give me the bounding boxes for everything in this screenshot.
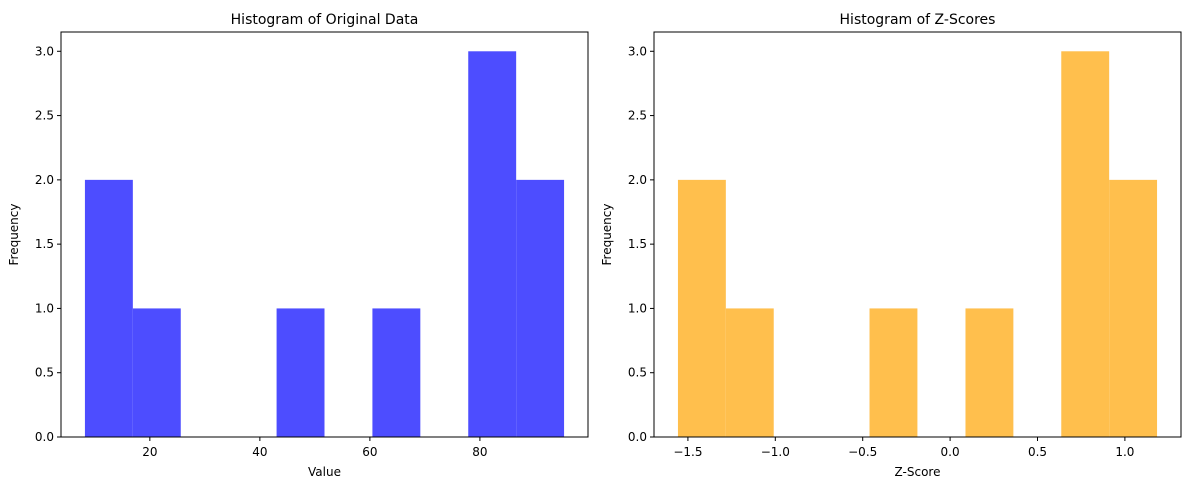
y-tick-label: 2.0 xyxy=(628,173,647,187)
x-tick-label: 1.0 xyxy=(1115,445,1134,459)
y-tick-label: 0.0 xyxy=(35,430,54,444)
subplot-1: 20 40 60 80 0.0 0.5 1.0 1.5 2.0 2.5 3.0 Histogram o… xyxy=(7,12,589,479)
x-tick-label: 80 xyxy=(472,445,487,459)
histogram-bar xyxy=(276,308,325,437)
y-tick-label: 0.0 xyxy=(628,430,647,444)
histogram-bar xyxy=(132,308,181,437)
axes-frame xyxy=(60,31,589,438)
histogram-bar xyxy=(84,179,133,437)
x-tick-label: 20 xyxy=(142,445,157,459)
histogram-bar xyxy=(372,308,421,437)
x-tick-label: 0.0 xyxy=(941,445,960,459)
x-axis-label: Value xyxy=(308,465,341,479)
histogram-bar xyxy=(1109,179,1158,437)
y-tick-label: 1.0 xyxy=(35,301,54,315)
histogram-bar xyxy=(1061,51,1110,438)
y-tick-label: 1.5 xyxy=(35,237,54,251)
y-tick-label: 0.5 xyxy=(35,366,54,380)
y-tick-label: 1.0 xyxy=(628,301,647,315)
chart-title: Histogram of Original Data xyxy=(231,12,419,28)
axes-frame xyxy=(653,31,1182,438)
histogram-bar xyxy=(516,179,565,437)
y-tick-label: 2.5 xyxy=(35,109,54,123)
y-axis-label: Frequency xyxy=(600,204,614,266)
y-tick-label: 0.5 xyxy=(628,366,647,380)
x-tick-label: 60 xyxy=(362,445,377,459)
histogram-bar xyxy=(965,308,1014,437)
y-tick-label: 2.0 xyxy=(35,173,54,187)
histogram-bar xyxy=(869,308,918,437)
x-tick-label: 0.5 xyxy=(1028,445,1047,459)
x-tick-label: 40 xyxy=(252,445,267,459)
chart-title: Histogram of Z-Scores xyxy=(840,12,996,28)
x-tick-label: −1.5 xyxy=(673,445,702,459)
x-tick-label: −1.0 xyxy=(761,445,790,459)
y-tick-label: 2.5 xyxy=(628,109,647,123)
x-axis-label: Z-Score xyxy=(895,465,941,479)
y-axis-label: Frequency xyxy=(7,204,21,266)
histogram-bar xyxy=(677,179,726,437)
subplot-2: −1.5 −1.0 −0.5 0.0 0.5 1.0 0.0 0.5 1.0 1.5 2.0 2.5 3… xyxy=(600,12,1182,479)
histogram-bar xyxy=(725,308,774,437)
y-tick-label: 1.5 xyxy=(628,237,647,251)
histogram-bar xyxy=(468,51,517,438)
y-tick-label: 3.0 xyxy=(628,44,647,58)
x-tick-label: −0.5 xyxy=(848,445,877,459)
y-tick-label: 3.0 xyxy=(35,44,54,58)
